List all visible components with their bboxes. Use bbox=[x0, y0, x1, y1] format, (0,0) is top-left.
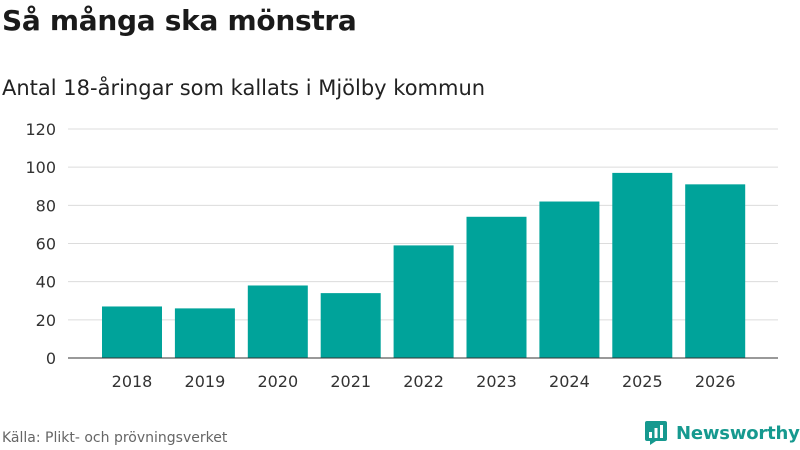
y-tick-label: 0 bbox=[46, 349, 56, 368]
bar-2025 bbox=[612, 172, 673, 358]
newsworthy-logo-icon bbox=[645, 421, 667, 445]
y-tick-label: 80 bbox=[36, 196, 56, 215]
bars bbox=[102, 172, 746, 358]
brand-name: Newsworthy bbox=[676, 422, 800, 444]
bar-2019 bbox=[174, 308, 235, 358]
x-tick-label: 2020 bbox=[257, 372, 298, 391]
chart-subtitle: Antal 18-åringar som kallats i Mjölby ko… bbox=[2, 76, 486, 100]
bar-2020 bbox=[247, 285, 308, 358]
y-tick-label: 100 bbox=[25, 158, 56, 177]
bar-2022 bbox=[393, 245, 454, 358]
y-tick-label: 60 bbox=[36, 235, 56, 254]
y-tick-label: 40 bbox=[36, 273, 56, 292]
y-axis-ticks: 0 20 40 60 80 100 120 bbox=[25, 120, 56, 368]
x-tick-label: 2018 bbox=[112, 372, 153, 391]
bar-2023 bbox=[466, 216, 527, 358]
y-tick-label: 20 bbox=[36, 311, 56, 330]
bar-2018 bbox=[102, 306, 162, 358]
x-tick-label: 2019 bbox=[185, 372, 226, 391]
bar-2026 bbox=[685, 184, 746, 358]
x-tick-label: 2022 bbox=[403, 372, 444, 391]
x-tick-label: 2021 bbox=[330, 372, 371, 391]
x-tick-label: 2026 bbox=[695, 372, 736, 391]
x-tick-label: 2025 bbox=[622, 372, 663, 391]
bar-2024 bbox=[539, 201, 600, 358]
x-tick-label: 2023 bbox=[476, 372, 517, 391]
brand-logo[interactable]: Newsworthy bbox=[644, 419, 800, 447]
x-axis-ticks: 2018 2019 2020 2021 2022 2023 2024 2025 2026 bbox=[68, 357, 778, 391]
bar-2021 bbox=[320, 293, 381, 358]
x-tick-label: 2024 bbox=[549, 372, 590, 391]
chart-title: Så många ska mönstra bbox=[2, 4, 357, 37]
y-tick-label: 120 bbox=[25, 120, 56, 139]
source-note: Källa: Plikt- och prövningsverket bbox=[2, 430, 228, 446]
